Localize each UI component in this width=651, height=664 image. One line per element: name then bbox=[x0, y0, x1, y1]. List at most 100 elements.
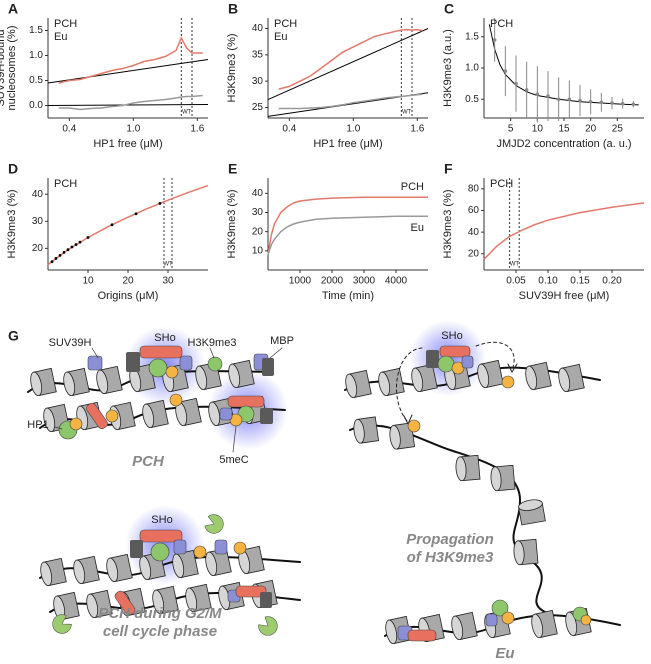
nucleosome bbox=[376, 367, 405, 398]
point bbox=[158, 202, 162, 205]
y-tick-label: 30 bbox=[252, 207, 264, 218]
arrow bbox=[475, 341, 515, 371]
nucleosome bbox=[140, 399, 169, 430]
protein bbox=[165, 365, 179, 379]
protein bbox=[580, 614, 592, 626]
y-tick-label: 25 bbox=[252, 102, 264, 113]
x-tick-label: 0.4 bbox=[62, 124, 76, 135]
point bbox=[567, 97, 572, 102]
hp1 bbox=[255, 613, 282, 640]
y-tick-label: 0.5 bbox=[29, 75, 43, 86]
y-tick-label: 1.5 bbox=[29, 25, 43, 36]
protein bbox=[139, 529, 183, 543]
y-tick-label: 40 bbox=[32, 189, 44, 200]
label: HP1 bbox=[27, 419, 48, 431]
x-tick-label: 25 bbox=[612, 124, 624, 135]
point bbox=[546, 94, 550, 98]
x-tick-label: 10 bbox=[82, 276, 94, 287]
series-line bbox=[58, 94, 203, 111]
x-axis-label: HP1 free (μM) bbox=[93, 138, 162, 150]
fit-line bbox=[47, 59, 209, 84]
protein bbox=[150, 542, 170, 562]
point bbox=[524, 88, 529, 92]
series-line bbox=[483, 202, 645, 260]
x-tick-label: 2000 bbox=[321, 276, 344, 287]
label: H3K9me3 bbox=[188, 337, 237, 349]
nucleosome bbox=[352, 416, 379, 445]
protein bbox=[173, 539, 187, 555]
series-line bbox=[278, 28, 423, 90]
x-tick-label: 1.6 bbox=[410, 124, 424, 135]
point bbox=[535, 92, 540, 97]
x-tick-label: 0.4 bbox=[282, 124, 296, 135]
point bbox=[54, 256, 58, 260]
label: SUV39H bbox=[49, 337, 92, 349]
x-tick-label: 1000 bbox=[289, 276, 312, 287]
nucleosome bbox=[343, 369, 372, 400]
legend-label: PCH bbox=[54, 178, 77, 190]
y-tick-label: 40 bbox=[252, 188, 264, 199]
protein bbox=[114, 590, 136, 616]
x-tick-label: 0.15 bbox=[570, 276, 590, 287]
point bbox=[134, 212, 138, 216]
diagram-title: PCH during G2/M bbox=[98, 605, 222, 622]
y-tick-label: 20 bbox=[468, 248, 480, 259]
protein bbox=[501, 611, 515, 625]
nucleosome bbox=[523, 361, 552, 392]
nucleosome bbox=[517, 497, 546, 526]
protein bbox=[148, 358, 168, 378]
fit-line bbox=[267, 28, 429, 101]
protein bbox=[501, 375, 515, 389]
y-axis-label: H3K9me3 (%) bbox=[226, 33, 238, 102]
series-line bbox=[58, 36, 203, 84]
point bbox=[503, 69, 508, 73]
protein bbox=[214, 539, 228, 555]
nucleosome bbox=[449, 611, 478, 642]
series-line bbox=[267, 196, 428, 255]
nucleosome bbox=[71, 555, 100, 586]
legend-label: Eu bbox=[274, 31, 287, 43]
legend-label: PCH bbox=[401, 181, 424, 193]
diagram-title: cell cycle phase bbox=[103, 623, 217, 640]
protein bbox=[207, 356, 223, 372]
y-tick-label: 35 bbox=[252, 49, 264, 60]
nucleosome bbox=[454, 454, 481, 482]
hp1 bbox=[202, 512, 227, 537]
x-tick-label: 0.20 bbox=[602, 276, 622, 287]
y-tick-label: 20 bbox=[252, 226, 264, 237]
point bbox=[556, 97, 561, 102]
protein bbox=[407, 629, 437, 642]
protein bbox=[227, 395, 265, 408]
y-tick-label: 0.5 bbox=[465, 94, 479, 105]
y-tick-label: 40 bbox=[468, 227, 480, 238]
nucleosome bbox=[38, 557, 67, 588]
y-tick-label: 80 bbox=[468, 183, 480, 194]
legend-label: PCH bbox=[490, 18, 513, 30]
panel-label: G bbox=[8, 328, 19, 344]
x-axis-label: Origins (μM) bbox=[98, 290, 159, 302]
legend-label: PCH bbox=[274, 18, 297, 30]
x-tick-label: 15 bbox=[558, 124, 570, 135]
diagram-title: Eu bbox=[495, 645, 514, 662]
x-tick-label: 20 bbox=[585, 124, 597, 135]
nucleosome bbox=[556, 363, 585, 394]
protein bbox=[426, 350, 439, 368]
leader-lines bbox=[54, 347, 283, 453]
x-tick-label: 1.6 bbox=[190, 124, 204, 135]
y-tick-label: 60 bbox=[468, 205, 480, 216]
y-axis-label: SUV39H-bound bbox=[0, 29, 7, 106]
protein bbox=[105, 409, 119, 423]
protein bbox=[126, 352, 140, 372]
protein bbox=[461, 355, 474, 369]
legend-label: Eu bbox=[54, 31, 67, 43]
protein bbox=[219, 407, 233, 421]
protein bbox=[237, 405, 255, 423]
point bbox=[578, 98, 582, 103]
diagram-title: of H3K9me3 bbox=[407, 549, 494, 566]
protein bbox=[262, 358, 274, 376]
series-line bbox=[47, 184, 209, 266]
point bbox=[62, 251, 66, 254]
wt-label: WT bbox=[510, 262, 520, 268]
y-tick-label: 0.0 bbox=[29, 100, 43, 111]
x-axis-label: HP1 free (μM) bbox=[313, 138, 382, 150]
